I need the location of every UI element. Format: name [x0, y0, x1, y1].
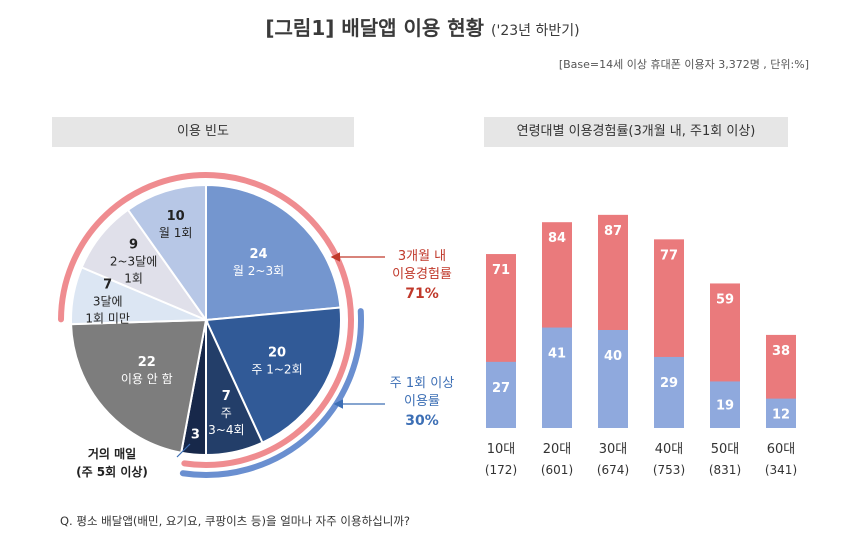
- title-main: [그림1] 배달앱 이용 현황: [265, 16, 485, 40]
- pie-chart: 24 월 2~3회 20 주 1~2회 7 주 3~4회 3 22 이용 안 함 7 3달에 1회 미만…: [70, 183, 342, 457]
- bar-weekly-value: 29: [660, 376, 678, 391]
- pie-value-label: 9: [129, 238, 138, 253]
- pie-value-label: 24: [250, 247, 268, 262]
- weekly-label-2: 이용률: [404, 394, 440, 409]
- pie-value-label: 3: [191, 428, 200, 443]
- bar-weekly: [654, 356, 684, 428]
- right-panel-header: 연령대별 이용경험률(3개월 내, 주1회 이상): [484, 117, 788, 147]
- pie-category-label: 주 1~2회: [251, 363, 302, 377]
- pie-value-label: 10: [167, 209, 185, 224]
- bar-3month-value: 71: [492, 263, 510, 278]
- pie-value-label: 22: [138, 355, 156, 370]
- pie-category-label: 2~3달에: [110, 255, 157, 269]
- daily-label-1: 거의 매일: [88, 446, 136, 461]
- weekly-arc: [179, 308, 364, 478]
- x-tick-count: (831): [709, 463, 741, 477]
- daily-label-2: (주 5회 이상): [76, 464, 148, 479]
- three-month-arc: [58, 172, 354, 468]
- bar-weekly: [766, 398, 796, 428]
- bar-weekly: [710, 381, 740, 428]
- x-tick-label: 40대: [655, 442, 684, 457]
- daily-pointer: [176, 443, 191, 458]
- weekly-value: 30%: [405, 413, 439, 429]
- pie-slice: [205, 183, 342, 322]
- footnote: Q. 평소 배달앱(배민, 요기요, 쿠팡이츠 등)을 얼마나 자주 이용하십니…: [60, 514, 410, 528]
- bar-3month-value: 59: [716, 292, 734, 307]
- bar-chart: 71 27 10대 (172) 84 41 20대 (601) 87 40 30대 (674) 77 29…: [485, 214, 797, 477]
- pie-category-label: 주: [221, 406, 232, 420]
- bar-3month-value: 84: [548, 231, 566, 246]
- pie-slice: [126, 183, 207, 324]
- x-tick-count: (753): [653, 463, 685, 477]
- pie-category-label: 월 1회: [159, 226, 193, 240]
- bar-weekly-value: 19: [716, 399, 734, 414]
- weekly-label-1: 주 1회 이상: [390, 376, 454, 391]
- x-tick-label: 20대: [543, 442, 572, 457]
- pie-slice: [204, 306, 342, 444]
- pie-value-label: 7: [103, 278, 112, 293]
- left-panel-header: 이용 빈도: [52, 117, 354, 147]
- x-tick-count: (601): [541, 463, 573, 477]
- bar-weekly-value: 27: [492, 381, 510, 396]
- pie-category-label: 1회: [124, 272, 143, 286]
- pie-value-label: 7: [222, 389, 231, 404]
- bar-weekly: [486, 361, 516, 428]
- pie-category-label: 월 2~3회: [233, 264, 284, 278]
- bar-3month-value: 77: [660, 248, 678, 263]
- three-month-label-1: 3개월 내: [398, 249, 446, 264]
- x-tick-label: 30대: [599, 442, 628, 457]
- x-tick-label: 50대: [711, 442, 740, 457]
- bar-weekly: [598, 330, 628, 428]
- bar-3month-value: 38: [772, 344, 790, 359]
- pie-slice: [70, 318, 208, 454]
- bar-weekly: [542, 327, 572, 428]
- x-tick-label: 10대: [487, 442, 516, 457]
- base-note: [Base=14세 이상 휴대폰 이용자 3,372명 , 단위:%]: [558, 58, 809, 71]
- x-tick-count: (172): [485, 463, 517, 477]
- pie-value-label: 20: [268, 346, 286, 361]
- title-period: ('23년 하반기): [491, 23, 580, 39]
- pie-category-label: 3~4회: [208, 423, 244, 437]
- three-month-label-2: 이용경험률: [392, 267, 452, 282]
- bar-3month-value: 87: [604, 224, 622, 239]
- x-tick-count: (341): [765, 463, 797, 477]
- pie-category-label: 1회 미만: [85, 312, 130, 326]
- three-month-value: 71%: [405, 286, 439, 302]
- pie-category-label: 3달에: [93, 295, 123, 309]
- page-title: [그림1] 배달앱 이용 현황 ('23년 하반기): [0, 12, 845, 41]
- x-tick-label: 60대: [767, 442, 796, 457]
- bar-weekly-value: 12: [772, 407, 790, 422]
- x-tick-count: (674): [597, 463, 629, 477]
- pie-category-label: 이용 안 함: [121, 372, 173, 386]
- bar-weekly-value: 41: [548, 347, 566, 362]
- bar-weekly-value: 40: [604, 349, 622, 364]
